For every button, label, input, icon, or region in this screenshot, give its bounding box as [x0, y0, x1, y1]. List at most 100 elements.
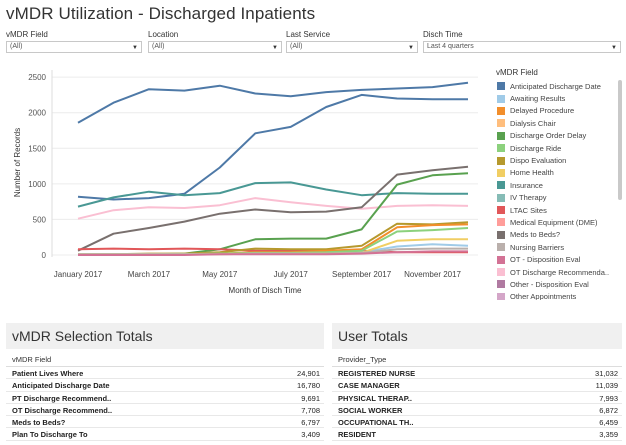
chevron-down-icon[interactable]: ▼ [272, 45, 278, 51]
legend[interactable]: vMDR Field Anticipated Discharge Date Awa… [494, 68, 622, 300]
series-line [77, 81, 469, 124]
legend-swatch [497, 206, 505, 215]
legend-label: Discharge Ride [510, 143, 562, 153]
table-row[interactable]: OCCUPATIONAL TH.. 6,459 [332, 416, 622, 429]
row-value: 16,780 [297, 381, 320, 391]
y-tick-label: 0 [42, 251, 47, 260]
legend-label: Anticipated Discharge Date [510, 81, 601, 91]
row-value: 6,872 [599, 405, 618, 415]
row-label: Plan To Discharge To [12, 430, 88, 440]
filter-dropdown[interactable]: (All) ▼ [148, 41, 282, 53]
table-row[interactable]: Anticipated Discharge Date 16,780 [6, 379, 324, 392]
y-tick-label: 1500 [28, 144, 46, 153]
legend-swatch [497, 193, 505, 202]
row-label: PT Discharge Recommend.. [12, 393, 112, 403]
table-row[interactable]: REGISTERED NURSE 31,032 [332, 367, 622, 380]
legend-item[interactable]: Anticipated Discharge Date [494, 80, 622, 92]
legend-item[interactable]: Dispo Evaluation [494, 154, 622, 166]
filter-location[interactable]: Location (All) ▼ [148, 30, 282, 53]
legend-label: Other Appointments [510, 292, 577, 300]
legend-label: Nursing Barriers [510, 242, 565, 252]
row-label: Meds to Beds? [12, 418, 66, 428]
chevron-down-icon[interactable]: ▼ [132, 45, 138, 51]
legend-item[interactable]: Nursing Barriers [494, 241, 622, 253]
table-row[interactable]: Plan To Discharge To 3,409 [6, 428, 324, 441]
x-tick-label: January 2017 [54, 270, 103, 279]
filter-vmdr-field[interactable]: vMDR Field (All) ▼ [6, 30, 142, 53]
column-header: Provider_Type [332, 349, 622, 367]
filter-dropdown[interactable]: (All) ▼ [286, 41, 418, 53]
legend-item[interactable]: OT - Disposition Eval [494, 253, 622, 265]
row-label: RESIDENT [338, 430, 376, 440]
row-value: 24,901 [297, 369, 320, 378]
series-line [78, 172, 469, 256]
x-tick-label: November 2017 [404, 270, 461, 279]
user-totals-panel: User Totals Provider_Type REGISTERED NUR… [332, 323, 622, 445]
legend-item[interactable]: Awaiting Results [494, 92, 622, 104]
row-value: 31,032 [595, 369, 618, 378]
legend-item[interactable]: Dialysis Chair [494, 117, 622, 129]
legend-swatch [497, 144, 505, 153]
table-row[interactable]: Meds to Beds? 6,797 [6, 416, 324, 429]
legend-item[interactable]: Other Appointments [494, 291, 622, 300]
series-line [78, 250, 468, 256]
legend-label: Medical Equipment (DME) [510, 217, 598, 227]
filter-dropdown[interactable]: Last 4 quarters ▼ [423, 41, 621, 53]
series-line [77, 197, 469, 220]
filter-last-service[interactable]: Last Service (All) ▼ [286, 30, 418, 53]
row-value: 6,459 [599, 418, 618, 428]
table-row[interactable]: OT Discharge Recommend.. 7,708 [6, 404, 324, 417]
legend-swatch [497, 268, 505, 277]
chevron-down-icon[interactable]: ▼ [408, 45, 414, 51]
legend-item[interactable]: Meds to Beds? [494, 229, 622, 241]
series-line [77, 181, 468, 208]
filter-value: (All) [290, 43, 303, 50]
filter-disch-time[interactable]: Disch Time Last 4 quarters ▼ [423, 30, 621, 53]
table-row[interactable]: PT Discharge Recommend.. 9,691 [6, 392, 324, 404]
legend-label: Insurance [510, 180, 543, 190]
legend-item[interactable]: Insurance [494, 179, 622, 191]
row-value: 7,708 [301, 405, 320, 415]
row-value: 9,691 [301, 393, 320, 403]
series-line [77, 165, 469, 252]
chevron-down-icon[interactable]: ▼ [611, 45, 617, 51]
legend-item[interactable]: IV Therapy [494, 192, 622, 204]
legend-item[interactable]: LTAC Sites [494, 204, 622, 216]
page-title: vMDR Utilization - Discharged Inpatients [6, 4, 316, 23]
legend-label: IV Therapy [510, 193, 547, 203]
legend-label: Meds to Beds? [510, 230, 561, 240]
table-row[interactable]: Patient Lives Where 24,901 [6, 367, 324, 380]
filter-label: Last Service [286, 30, 331, 39]
legend-item[interactable]: OT Discharge Recommenda.. [494, 266, 622, 278]
y-axis-label: Number of Records [13, 128, 22, 197]
y-tick-label: 500 [33, 215, 47, 224]
table-row[interactable]: PHYSICAL THERAP.. 7,993 [332, 392, 622, 404]
row-label: REGISTERED NURSE [338, 369, 416, 378]
row-label: PHYSICAL THERAP.. [338, 393, 412, 403]
legend-item[interactable]: Other - Disposition Eval [494, 278, 622, 290]
x-tick-label: March 2017 [128, 270, 171, 279]
row-value: 6,797 [301, 418, 320, 428]
legend-label: Delayed Procedure [510, 106, 575, 116]
legend-item[interactable]: Medical Equipment (DME) [494, 216, 622, 228]
legend-items: Anticipated Discharge Date Awaiting Resul… [494, 80, 622, 300]
legend-swatch [497, 156, 505, 165]
filter-label: Disch Time [423, 30, 463, 39]
row-value: 7,993 [599, 393, 618, 403]
legend-item[interactable]: Delayed Procedure [494, 105, 622, 117]
legend-item[interactable]: Discharge Order Delay [494, 130, 622, 142]
table-row[interactable]: CASE MANAGER 11,039 [332, 379, 622, 392]
legend-label: Home Health [510, 168, 554, 178]
legend-item[interactable]: Home Health [494, 167, 622, 179]
legend-swatch [497, 230, 505, 239]
legend-item[interactable]: Discharge Ride [494, 142, 622, 154]
legend-scrollbar[interactable] [618, 80, 622, 200]
legend-swatch [497, 119, 505, 128]
table-row[interactable]: RESIDENT 3,359 [332, 428, 622, 441]
x-tick-label: July 2017 [274, 270, 309, 279]
table-row[interactable]: SOCIAL WORKER 6,872 [332, 404, 622, 417]
legend-label: Dialysis Chair [510, 118, 556, 128]
filter-dropdown[interactable]: (All) ▼ [6, 41, 142, 53]
line-chart[interactable]: 0 500 1000 1500 2000 2500 January 2017 March 20… [0, 62, 494, 302]
legend-swatch [497, 243, 505, 252]
